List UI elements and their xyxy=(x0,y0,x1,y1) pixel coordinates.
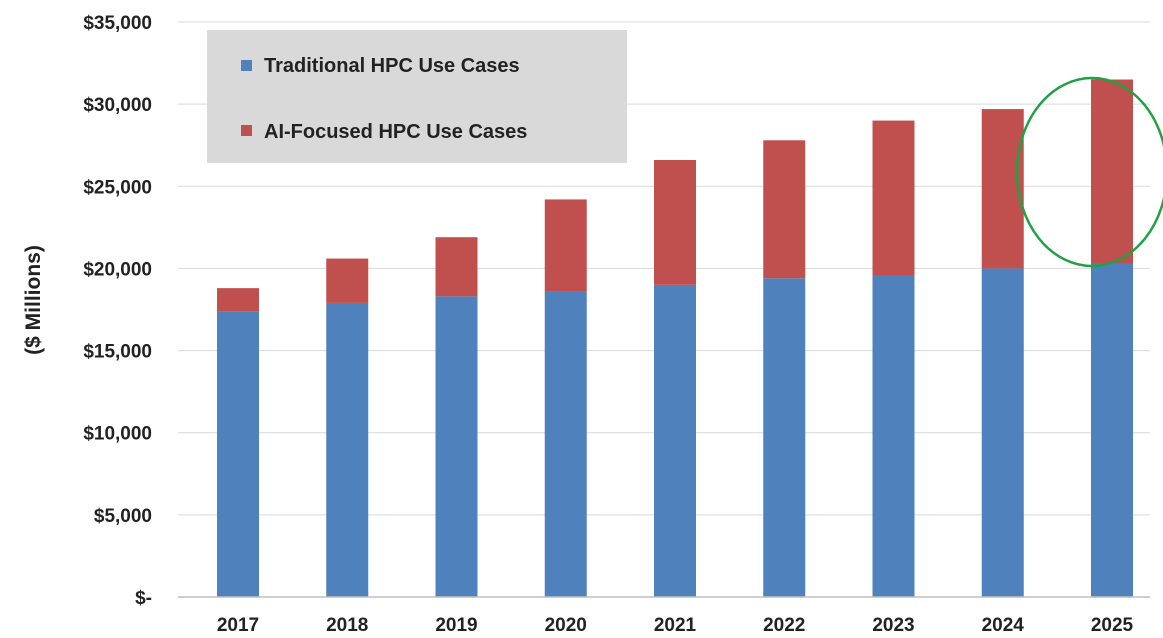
bar-traditional-2020 xyxy=(544,291,587,597)
y-tick-label: $35,000 xyxy=(83,13,152,34)
bar-traditional-2022 xyxy=(763,278,806,597)
y-tick-label: $- xyxy=(135,588,152,609)
bar-traditional-2024 xyxy=(981,268,1024,597)
y-tick-label: $25,000 xyxy=(83,177,152,198)
x-tick-label: 2025 xyxy=(1091,615,1134,636)
legend: Traditional HPC Use Cases AI-Focused HPC… xyxy=(207,30,627,163)
bar-traditional-2021 xyxy=(654,284,696,597)
bar-ai-focused-2018 xyxy=(326,258,369,303)
bar-ai-focused-2022 xyxy=(763,140,806,279)
bar-traditional-2025 xyxy=(1091,263,1133,597)
bars xyxy=(217,79,1133,597)
highlight-ellipse-2025 xyxy=(1015,76,1163,268)
legend-swatch-traditional xyxy=(241,60,252,71)
x-tick-label: 2017 xyxy=(217,615,259,636)
x-tick-label: 2021 xyxy=(654,615,697,636)
y-tick-label: $10,000 xyxy=(83,424,152,445)
bar-traditional-2019 xyxy=(435,296,478,597)
bar-ai-focused-2017 xyxy=(217,288,259,312)
bar-ai-focused-2025 xyxy=(1091,79,1133,264)
x-tick-label: 2020 xyxy=(545,615,587,636)
legend-background xyxy=(207,30,627,163)
x-tick-label: 2024 xyxy=(982,615,1025,636)
bar-ai-focused-2020 xyxy=(544,199,587,292)
y-tick-label: $30,000 xyxy=(83,95,152,116)
x-axis-ticks: 2017 2018 2019 2020 2021 2022 2023 2024 2025 xyxy=(217,615,1134,636)
bar-traditional-2023 xyxy=(872,275,915,597)
bar-traditional-2018 xyxy=(326,302,369,597)
bar-ai-focused-2024 xyxy=(981,109,1024,269)
bar-ai-focused-2023 xyxy=(872,120,915,275)
x-tick-label: 2022 xyxy=(763,615,805,636)
y-tick-label: $5,000 xyxy=(94,506,152,527)
bar-traditional-2017 xyxy=(217,311,259,597)
bar-ai-focused-2019 xyxy=(435,237,478,297)
y-axis-ticks: $- $5,000 $10,000 $15,000 $20,000 $25,000 $30,… xyxy=(83,13,152,609)
x-tick-label: 2018 xyxy=(326,615,368,636)
y-tick-label: $20,000 xyxy=(83,259,152,280)
x-tick-label: 2019 xyxy=(435,615,477,636)
legend-label-ai-focused: AI-Focused HPC Use Cases xyxy=(264,121,527,143)
x-tick-label: 2023 xyxy=(872,615,914,636)
legend-label-traditional: Traditional HPC Use Cases xyxy=(264,55,520,77)
bar-ai-focused-2021 xyxy=(654,160,696,285)
y-tick-label: $15,000 xyxy=(83,342,152,363)
legend-swatch-ai-focused xyxy=(241,125,252,136)
y-axis-title: ($ Millions) xyxy=(22,245,45,355)
